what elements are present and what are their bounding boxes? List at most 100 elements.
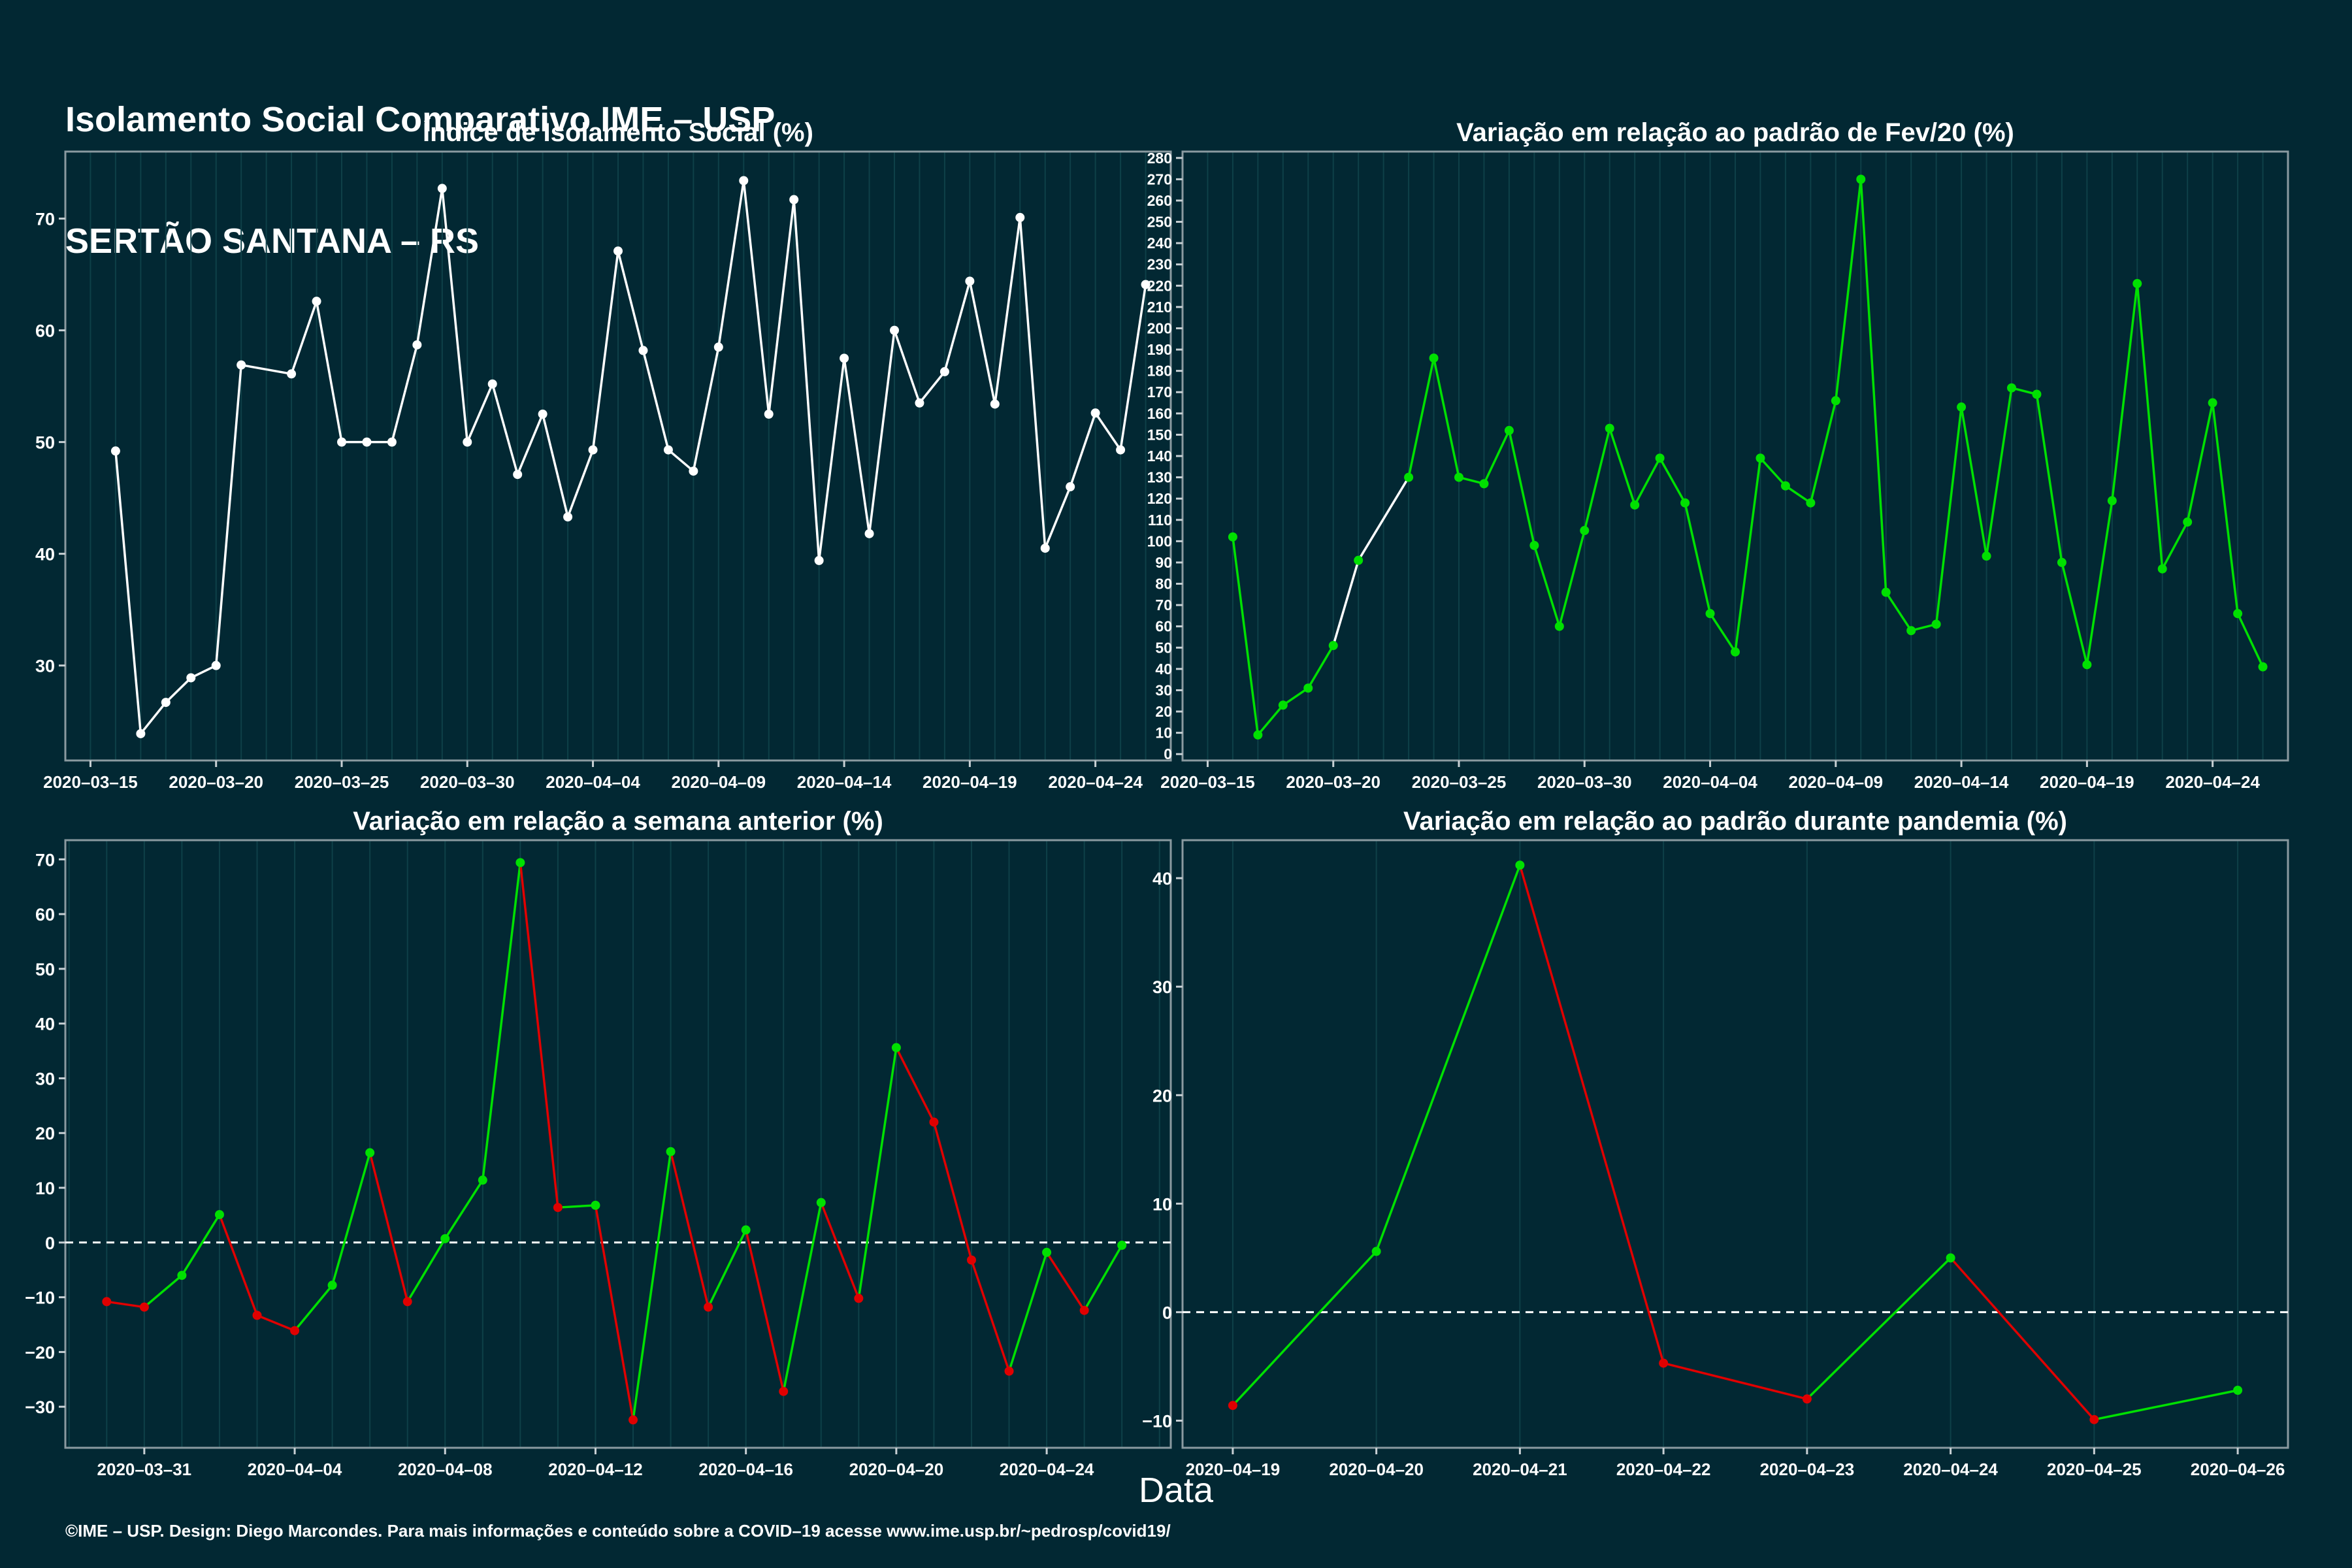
y-tick-label: 280 (1147, 150, 1172, 167)
data-point (779, 1386, 789, 1396)
data-point (739, 176, 749, 186)
series-line-segment (1019, 217, 1047, 549)
x-tick-label: 2020–04–09 (672, 772, 766, 792)
series-line-segment (566, 449, 595, 517)
data-point (2082, 660, 2092, 670)
x-tick-label: 2020–04–04 (546, 772, 640, 792)
series-line-segment (557, 1204, 596, 1209)
y-tick-label: 60 (35, 905, 55, 924)
data-point (1090, 408, 1100, 418)
data-point (2132, 279, 2142, 289)
data-point (1630, 500, 1640, 510)
data-point (515, 858, 525, 868)
y-tick-label: 150 (1147, 426, 1172, 443)
data-point (990, 399, 1000, 409)
data-point (1957, 402, 1967, 412)
series-line-segment (114, 451, 142, 734)
series-line-segment (767, 199, 795, 415)
y-tick-label: 0 (1164, 745, 1172, 762)
x-tick-label: 2020–04–14 (797, 772, 892, 792)
data-point (252, 1311, 262, 1320)
data-point (1479, 479, 1489, 489)
series-line-segment (1985, 387, 2013, 557)
series-line-segment (1663, 1362, 1808, 1400)
x-tick-label: 2020–03–30 (1537, 772, 1632, 792)
series-line-segment (1784, 485, 1812, 504)
x-tick-label: 2020–03–25 (295, 772, 389, 792)
series-line-segment (331, 1152, 371, 1286)
series-line-segment (1045, 1251, 1086, 1311)
series-line-segment (1935, 406, 1963, 625)
data-point (1004, 1366, 1014, 1376)
series-line-segment (1734, 458, 1762, 653)
data-point (1881, 587, 1891, 597)
y-tick-label: 180 (1147, 363, 1172, 380)
series-line-segment (707, 1229, 747, 1308)
series-line-segment (1069, 412, 1097, 487)
data-point (1429, 353, 1439, 363)
series-line-segment (240, 363, 292, 376)
data-point (1117, 1241, 1127, 1250)
series-line-segment (1806, 1257, 1952, 1400)
data-point (1515, 860, 1525, 870)
footer-credits: ©IME – USP. Design: Diego Marcondes. Par… (65, 1521, 1171, 1541)
data-point (1040, 544, 1050, 553)
data-point (463, 437, 472, 447)
y-tick-label: −20 (25, 1343, 55, 1362)
series-line-segment (717, 180, 745, 348)
data-point (327, 1281, 337, 1290)
data-point (789, 195, 799, 204)
x-tick-label: 2020–03–20 (169, 772, 263, 792)
series-line-segment (1307, 645, 1335, 689)
data-point (814, 555, 824, 565)
y-tick-label: 130 (1147, 469, 1172, 486)
data-point (1802, 1394, 1812, 1404)
data-point (2233, 1385, 2243, 1395)
data-point (2157, 564, 2167, 574)
series-line-segment (466, 384, 494, 443)
data-point (437, 184, 447, 193)
data-point (1705, 609, 1715, 619)
chart-title: Índice de Isolamento Social (%) (423, 118, 813, 147)
chart-variation-pandemic-pattern: Variação em relação ao padrão durante pa… (1142, 807, 2289, 1479)
y-tick-label: 0 (1162, 1303, 1172, 1322)
data-point (402, 1297, 412, 1307)
data-point (1831, 396, 1840, 406)
series-line-segment (594, 1205, 634, 1420)
series-line-segment (1885, 591, 1912, 632)
y-tick-label: 170 (1147, 384, 1172, 400)
x-tick-label: 2020–04–23 (1760, 1460, 1855, 1479)
data-point (1806, 498, 1816, 508)
y-tick-label: 120 (1147, 490, 1172, 507)
data-point (1931, 619, 1941, 629)
series-line-segment (1407, 357, 1435, 478)
series-line-segment (919, 370, 946, 404)
y-tick-label: 40 (35, 1015, 55, 1034)
data-point (161, 698, 171, 708)
x-tick-label: 2020–04–20 (1329, 1460, 1424, 1479)
data-point (1906, 626, 1916, 636)
chart-title: Variação em relação ao padrão durante pa… (1403, 807, 2067, 836)
data-point (1731, 647, 1740, 657)
x-tick-label: 2020–04–09 (1789, 772, 1884, 792)
data-point (412, 340, 422, 350)
y-tick-label: 30 (1155, 681, 1172, 698)
page-title-line-1: Isolamento Social Comparativo IME – USP (65, 100, 776, 139)
series-line-segment (1533, 545, 1561, 627)
x-tick-label: 2020–04–04 (248, 1460, 342, 1479)
series-line-segment (1809, 400, 1837, 504)
series-line-segment (290, 301, 318, 374)
data-point (1780, 481, 1790, 491)
series-line-segment (667, 449, 694, 472)
y-tick-label: 10 (35, 1179, 55, 1198)
series-line-segment (1835, 179, 1863, 401)
series-line-segment (190, 664, 217, 679)
data-point (613, 246, 623, 256)
x-tick-label: 2020–03–30 (420, 772, 515, 792)
series-line-segment (591, 250, 619, 450)
chart-variation-previous-week: Variação em relação a semana anterior (%… (25, 807, 1172, 1479)
data-point (1371, 1247, 1381, 1256)
y-tick-label: −10 (1142, 1411, 1172, 1431)
series-line-segment (692, 346, 720, 472)
